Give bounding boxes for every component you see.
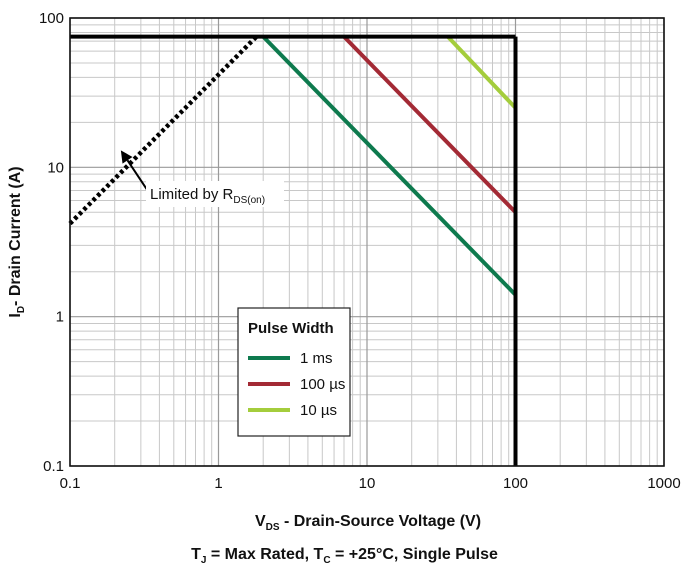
rds-on-limit-line <box>68 35 259 226</box>
x-axis-label: VDS - Drain-Source Voltage (V) <box>255 513 481 533</box>
x-tick-label: 1000 <box>647 475 680 492</box>
caption-part-2: = Max Rated, T <box>206 546 324 563</box>
x-tick-label: 10 <box>359 475 376 492</box>
legend-box <box>237 307 351 437</box>
caption-part-1: T <box>191 546 201 563</box>
y-axis-label-rest: - Drain Current (A) <box>7 166 24 306</box>
x-tick-label: 100 <box>503 475 528 492</box>
y-tick-label: 0.1 <box>43 458 64 475</box>
plot-border <box>69 17 665 467</box>
y-tick-label: 100 <box>39 10 64 27</box>
series-line-2 <box>342 35 517 214</box>
tick-labels: 0.1 1 10 100 1000 0.1 1 10 100 <box>39 10 681 492</box>
x-axis-label-sub: DS <box>266 522 280 533</box>
x-axis-label-rest: - Drain-Source Voltage (V) <box>280 513 482 530</box>
x-tick-label: 0.1 <box>60 475 81 492</box>
rds-on-annotation: Limited by RDS(on) <box>120 150 284 207</box>
legend-label-1: 1 ms <box>300 350 333 367</box>
legend: Pulse Width 1 ms 100 µs 10 µs <box>237 307 351 437</box>
legend-title: Pulse Width <box>248 320 334 337</box>
y-axis-label-main: I <box>7 313 24 317</box>
annotation-text: Limited by RDS(on) <box>150 186 265 206</box>
y-tick-label: 10 <box>47 159 64 176</box>
series-line-3 <box>446 35 517 110</box>
series-line-1 <box>261 35 517 297</box>
legend-label-2: 100 µs <box>300 376 345 393</box>
annotation-arrowhead <box>120 150 133 164</box>
caption-part-3: = +25°C, Single Pulse <box>330 546 498 563</box>
chart-caption: TJ = Max Rated, TC = +25°C, Single Pulse <box>0 546 689 566</box>
x-tick-label: 1 <box>214 475 222 492</box>
legend-label-3: 10 µs <box>300 402 337 419</box>
caption-sub-1: J <box>200 555 207 567</box>
grid-lines <box>69 17 665 467</box>
plot-frame <box>69 17 665 467</box>
caption-sub-2: C <box>323 555 331 567</box>
y-axis-label-sub: D <box>16 306 27 313</box>
y-tick-label: 1 <box>56 309 64 326</box>
series-lines <box>68 34 518 466</box>
x-axis-label-main: V <box>255 513 266 530</box>
legend-items: 1 ms 100 µs 10 µs <box>248 350 345 419</box>
annotation-text-main: Limited by R <box>150 186 234 203</box>
annotation-text-sub: DS(on) <box>233 195 265 206</box>
annotation-background <box>146 181 284 207</box>
y-axis-label: ID- Drain Current (A) <box>7 166 27 317</box>
